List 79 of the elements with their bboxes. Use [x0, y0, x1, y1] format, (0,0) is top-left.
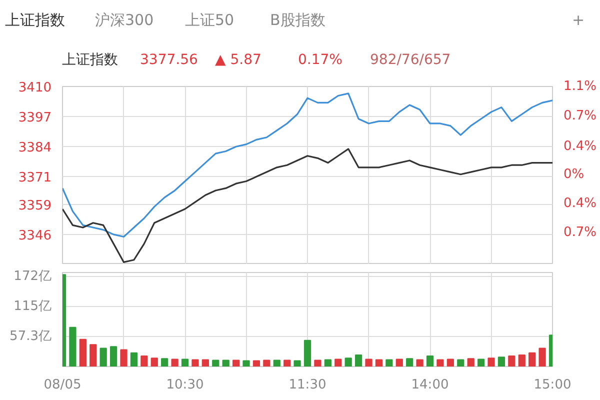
- text: +: [572, 10, 585, 31]
- text: ▲ 5.87: [215, 51, 262, 70]
- bar: [488, 358, 495, 366]
- y-tick-label: 3384: [18, 140, 52, 156]
- y-tick-label: 115亿: [14, 298, 52, 314]
- bar: [130, 352, 138, 366]
- bar: [304, 340, 312, 366]
- bar: [284, 360, 291, 366]
- y-tick-label: 3346: [18, 228, 52, 244]
- text: 3377.56: [140, 51, 198, 70]
- bar: [212, 360, 220, 366]
- x-tick-label: 15:00: [534, 378, 572, 392]
- bar: [334, 358, 342, 366]
- bar: [396, 358, 403, 366]
- bar: [324, 359, 332, 366]
- bar: [446, 358, 454, 366]
- y2-tick-label: 1.1%: [564, 79, 597, 94]
- bar: [528, 352, 536, 366]
- bar: [365, 358, 372, 366]
- bar: [538, 348, 546, 366]
- y-tick-label: 57.3亿: [10, 329, 52, 344]
- bar: [242, 360, 250, 366]
- bar: [294, 360, 301, 366]
- bar: [161, 358, 168, 366]
- text: 上证50: [185, 10, 234, 31]
- y2-tick-label: 0.7%: [564, 108, 597, 124]
- bar: [181, 358, 189, 366]
- y-tick-label: 3359: [18, 198, 52, 214]
- y2-tick-label: 0.4%: [564, 139, 597, 154]
- bar: [150, 358, 158, 366]
- bar: [375, 359, 383, 366]
- text: B股指数: [270, 10, 326, 31]
- bar: [436, 359, 444, 366]
- bar: [79, 338, 86, 366]
- bar: [110, 346, 118, 366]
- bar: [192, 359, 199, 366]
- text: 上证指数: [62, 51, 118, 70]
- text: 0.17%: [298, 51, 342, 70]
- bar: [386, 359, 393, 366]
- text: 上证指数: [5, 10, 65, 31]
- bar: [140, 356, 148, 366]
- bar: [273, 360, 280, 366]
- x-tick-label: 14:00: [411, 378, 449, 392]
- bar: [406, 358, 414, 366]
- bar: [354, 354, 362, 366]
- bar: [252, 360, 260, 366]
- bar: [263, 360, 270, 366]
- y2-tick-label: 0%: [564, 167, 584, 182]
- line-series: [62, 148, 552, 263]
- y2-tick-label: 0.4%: [564, 196, 597, 212]
- y-tick-label: 3397: [18, 110, 52, 126]
- bar: [171, 358, 178, 366]
- text: 982/76/657: [370, 51, 451, 70]
- bar: [508, 356, 516, 366]
- y-tick-label: 172亿: [14, 269, 52, 284]
- bar: [232, 360, 240, 366]
- x-tick-label: 08/05: [44, 378, 82, 392]
- x-tick-label: 11:30: [288, 378, 326, 392]
- bar: [457, 359, 464, 366]
- x-tick-label: 10:30: [166, 378, 204, 392]
- bar: [69, 326, 76, 366]
- bar: [90, 344, 97, 366]
- line-series: [62, 92, 552, 238]
- bar: [100, 348, 107, 366]
- bar: [416, 359, 424, 366]
- bar: [498, 356, 506, 366]
- text: 沪深300: [95, 10, 154, 31]
- y2-tick-label: 0.7%: [564, 224, 597, 240]
- bar: [222, 360, 230, 366]
- bar: [344, 358, 352, 366]
- bar: [120, 349, 128, 366]
- y-tick-label: 3410: [18, 80, 52, 96]
- bar: [202, 359, 209, 366]
- bar: [467, 358, 474, 366]
- bar: [426, 356, 434, 366]
- bar: [314, 360, 322, 366]
- y-tick-label: 3371: [18, 170, 52, 186]
- bar: [518, 354, 526, 366]
- bar: [477, 358, 485, 366]
